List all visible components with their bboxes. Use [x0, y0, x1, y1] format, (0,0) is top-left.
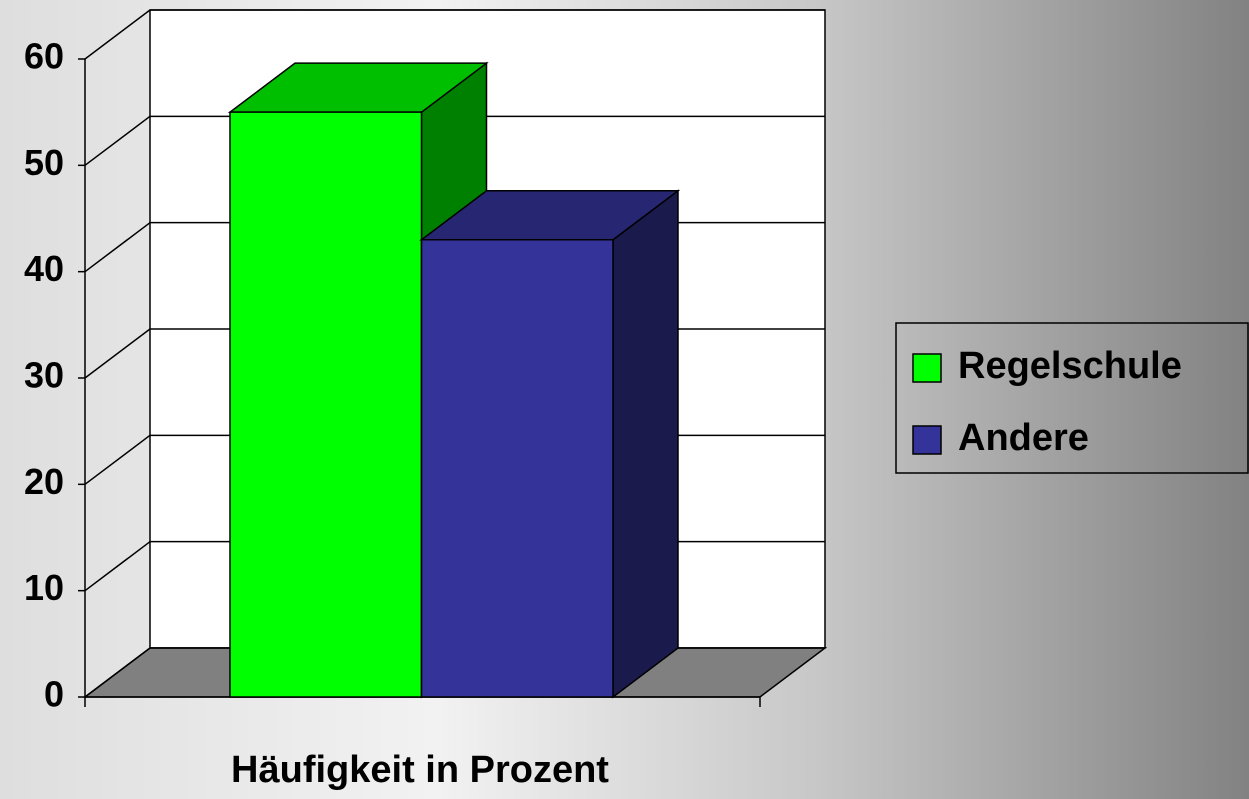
bar	[419, 189, 681, 699]
grid-line	[84, 434, 151, 485]
grid-line	[84, 328, 151, 379]
y-tick-label: 10	[24, 567, 64, 608]
legend-box	[895, 322, 1249, 474]
y-tick-label: 30	[24, 355, 64, 396]
x-axis-label: Häufigkeit in Prozent	[231, 749, 609, 791]
y-tick-label: 0	[44, 674, 64, 715]
grid-line	[84, 647, 151, 698]
y-tick-label: 50	[24, 142, 64, 183]
grid-line	[84, 222, 151, 273]
y-tick-label: 60	[24, 36, 64, 77]
legend-swatch	[912, 425, 942, 455]
legend-swatch	[912, 353, 942, 383]
legend-label: Andere	[958, 417, 1089, 459]
y-tick-label: 40	[24, 248, 64, 289]
bar-front	[420, 239, 614, 698]
y-tick-label: 20	[24, 461, 64, 502]
legend-label: Regelschule	[958, 345, 1182, 387]
grid-line	[84, 9, 151, 60]
grid-line	[84, 541, 151, 592]
bar-side	[612, 189, 679, 699]
bar-front	[229, 111, 423, 698]
grid-line	[84, 115, 151, 166]
